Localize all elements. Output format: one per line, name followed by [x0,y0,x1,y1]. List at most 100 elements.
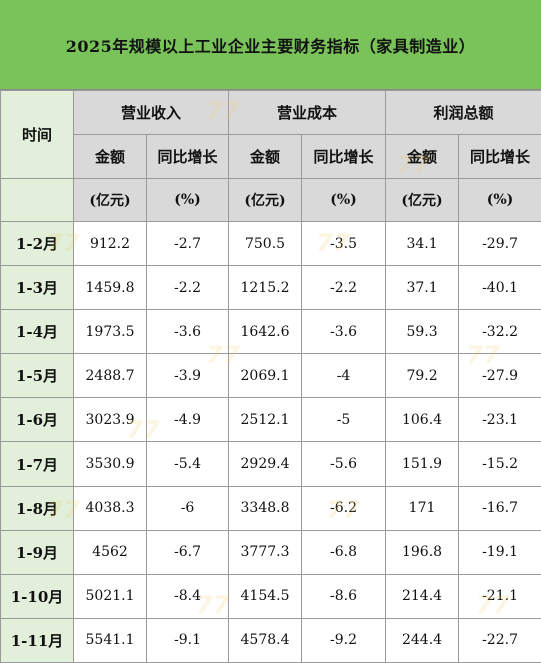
period-cell: 1-8月 [1,486,74,530]
revenue-amount-cell: 3530.9 [74,442,147,486]
profit-amount-unit: (亿元) [386,179,459,222]
cost-amount-cell: 3777.3 [229,530,302,574]
revenue-amount-unit: (亿元) [74,179,147,222]
revenue-header: 营业收入 [74,91,229,135]
cost-amount-cell: 4154.5 [229,574,302,618]
revenue-growth-cell: -3.9 [147,354,229,398]
profit-amount-cell: 196.8 [386,530,459,574]
profit-growth-cell: -32.2 [459,310,541,354]
period-cell: 1-2月 [1,222,74,266]
profit-amount-cell: 59.3 [386,310,459,354]
period-cell: 1-3月 [1,266,74,310]
profit-growth-cell: -15.2 [459,442,541,486]
financial-indicators-table: 时间 营业收入 营业成本 利润总额 金额 同比增长 金额 同比增长 金额 同比增… [0,90,541,663]
cost-growth-cell: -9.2 [302,618,386,662]
cost-amount-header: 金额 [229,135,302,179]
cost-header: 营业成本 [229,91,386,135]
cost-amount-cell: 2069.1 [229,354,302,398]
period-cell: 1-5月 [1,354,74,398]
profit-growth-cell: -23.1 [459,398,541,442]
profit-growth-cell: -27.9 [459,354,541,398]
table-title: 2025年规模以上工业企业主要财务指标（家具制造业） [0,0,541,90]
profit-growth-header: 同比增长 [459,135,541,179]
profit-amount-cell: 34.1 [386,222,459,266]
revenue-amount-cell: 1459.8 [74,266,147,310]
revenue-amount-cell: 5021.1 [74,574,147,618]
revenue-growth-cell: -8.4 [147,574,229,618]
revenue-growth-cell: -2.2 [147,266,229,310]
cost-growth-cell: -5 [302,398,386,442]
revenue-amount-cell: 912.2 [74,222,147,266]
revenue-amount-cell: 2488.7 [74,354,147,398]
cost-amount-cell: 1642.6 [229,310,302,354]
period-cell: 1-7月 [1,442,74,486]
profit-header: 利润总额 [386,91,541,135]
cost-growth-cell: -3.5 [302,222,386,266]
revenue-amount-cell: 3023.9 [74,398,147,442]
period-cell: 1-10月 [1,574,74,618]
profit-growth-cell: -19.1 [459,530,541,574]
cost-growth-cell: -8.6 [302,574,386,618]
cost-growth-cell: -5.6 [302,442,386,486]
cost-growth-cell: -4 [302,354,386,398]
cost-amount-cell: 1215.2 [229,266,302,310]
cost-growth-cell: -6.2 [302,486,386,530]
profit-amount-cell: 37.1 [386,266,459,310]
profit-amount-cell: 171 [386,486,459,530]
profit-growth-cell: -21.1 [459,574,541,618]
profit-growth-cell: -40.1 [459,266,541,310]
period-cell: 1-11月 [1,618,74,662]
cost-amount-unit: (亿元) [229,179,302,222]
profit-growth-cell: -22.7 [459,618,541,662]
revenue-growth-unit: (%) [147,179,229,222]
revenue-amount-cell: 4038.3 [74,486,147,530]
period-cell: 1-4月 [1,310,74,354]
period-cell: 1-6月 [1,398,74,442]
profit-growth-cell: -29.7 [459,222,541,266]
revenue-growth-header: 同比增长 [147,135,229,179]
profit-amount-cell: 244.4 [386,618,459,662]
cost-growth-cell: -3.6 [302,310,386,354]
revenue-growth-cell: -5.4 [147,442,229,486]
cost-amount-cell: 3348.8 [229,486,302,530]
cost-growth-unit: (%) [302,179,386,222]
time-header: 时间 [1,91,74,179]
cost-growth-cell: -2.2 [302,266,386,310]
time-unit-cell [1,179,74,222]
profit-amount-cell: 79.2 [386,354,459,398]
profit-growth-unit: (%) [459,179,541,222]
revenue-growth-cell: -3.6 [147,310,229,354]
profit-amount-cell: 214.4 [386,574,459,618]
cost-amount-cell: 2512.1 [229,398,302,442]
revenue-growth-cell: -4.9 [147,398,229,442]
revenue-growth-cell: -2.7 [147,222,229,266]
profit-amount-cell: 151.9 [386,442,459,486]
revenue-amount-cell: 5541.1 [74,618,147,662]
period-cell: 1-9月 [1,530,74,574]
revenue-growth-cell: -6 [147,486,229,530]
revenue-amount-cell: 1973.5 [74,310,147,354]
cost-amount-cell: 750.5 [229,222,302,266]
revenue-amount-cell: 4562 [74,530,147,574]
cost-amount-cell: 2929.4 [229,442,302,486]
revenue-amount-header: 金额 [74,135,147,179]
profit-amount-cell: 106.4 [386,398,459,442]
revenue-growth-cell: -9.1 [147,618,229,662]
cost-amount-cell: 4578.4 [229,618,302,662]
profit-growth-cell: -16.7 [459,486,541,530]
cost-growth-cell: -6.8 [302,530,386,574]
cost-growth-header: 同比增长 [302,135,386,179]
revenue-growth-cell: -6.7 [147,530,229,574]
